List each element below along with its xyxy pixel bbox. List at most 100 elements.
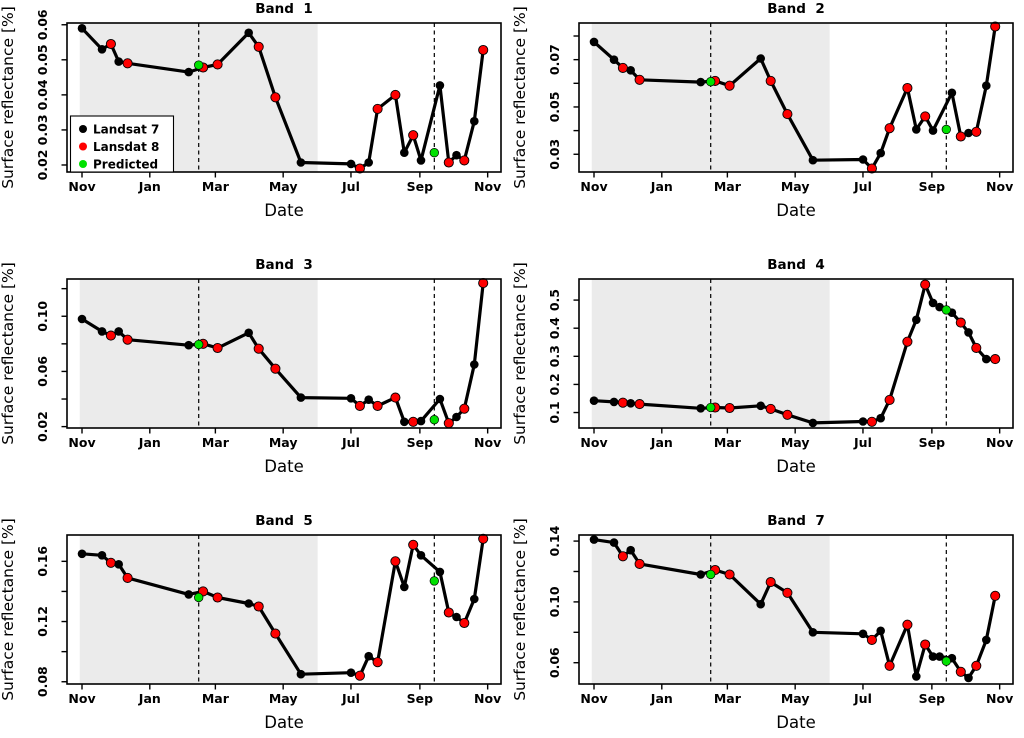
landsat8-data-point	[122, 334, 133, 345]
landsat7-data-point	[346, 668, 356, 677]
landsat8-data-point	[105, 38, 116, 50]
x-tick-label: Jan	[138, 435, 161, 450]
predicted-data-point	[706, 402, 716, 413]
chart-title: Band 4	[767, 257, 824, 273]
x-tick-label: Mar	[714, 179, 742, 194]
landsat8-data-point	[478, 44, 489, 56]
x-tick-label: Nov	[986, 691, 1013, 706]
chart-title: Band 2	[767, 1, 824, 17]
y-tick-label: 0.06	[35, 9, 50, 40]
landsat7-data-point	[97, 327, 107, 336]
predicted-data-point	[194, 592, 204, 603]
x-tick-label: Jul	[853, 435, 872, 450]
landsat7-data-point	[589, 396, 599, 405]
x-tick-label: Jan	[650, 435, 673, 450]
x-tick-label: May	[269, 179, 298, 194]
landsat8-data-point	[634, 558, 645, 569]
x-axis-label: Date	[264, 201, 303, 220]
landsat7-data-point	[928, 298, 938, 308]
landsat8-data-point	[920, 639, 931, 650]
landsat7-data-point	[77, 314, 87, 324]
landsat7-data-point	[470, 594, 479, 604]
landsat7-data-point	[982, 81, 991, 90]
landsat8-data-point	[253, 41, 264, 52]
landsat8-data-point	[782, 587, 793, 598]
band-4-chart: Nov Jan Mar May Jul Sep Nov 0.1 0.2 0.3 0.4 0.5 Band…	[512, 257, 1014, 476]
landsat7-data-point	[435, 81, 445, 90]
x-axis-label: Date	[264, 713, 303, 732]
x-tick-label: Mar	[202, 691, 230, 706]
x-tick-label: Jul	[853, 179, 872, 194]
landsat7-data-point	[114, 560, 123, 569]
y-tick-label: 0.03	[547, 139, 562, 170]
landsat8-data-point	[212, 592, 223, 603]
landsat7-data-point	[876, 413, 885, 423]
landsat8-data-point	[478, 278, 489, 289]
legend-item-label: Landsat 7	[93, 123, 159, 137]
band-1-chart: Nov Jan Mar May Jul Sep Nov 0.02 0.03 0.04 0.05 0.0…	[0, 1, 502, 220]
landsat8-data-point	[866, 416, 877, 427]
landsat8-data-point	[634, 399, 645, 410]
landsat8-data-point	[390, 89, 401, 100]
landsat7-data-point	[416, 156, 426, 165]
landsat8-data-point	[971, 660, 982, 671]
y-tick-label: 0.02	[35, 150, 50, 181]
y-tick-label: 0.04	[35, 79, 50, 110]
landsat8-data-point	[372, 103, 383, 114]
landsat7-data-point	[912, 672, 921, 681]
landsat8-data-point	[866, 163, 877, 174]
landsat7-data-point	[346, 394, 356, 403]
landsat7-data-point	[982, 354, 991, 364]
landsat8-data-point	[902, 82, 913, 94]
landsat8-data-point	[459, 617, 470, 629]
legend-item-label: Lansdat 8	[93, 140, 159, 154]
y-tick-label: 0.14	[547, 525, 562, 556]
landsat7-data-point	[400, 582, 409, 592]
landsat7-data-point	[346, 159, 356, 169]
landsat8-data-point	[212, 59, 223, 70]
landsat7-data-point	[808, 628, 818, 637]
landsat7-data-point	[696, 570, 705, 579]
landsat7-data-point	[928, 126, 938, 135]
series-line	[592, 24, 997, 171]
landsat7-data-point	[912, 315, 921, 325]
landsat7-data-point	[114, 57, 123, 66]
landsat8-data-point	[617, 397, 628, 408]
x-tick-label: Mar	[714, 691, 742, 706]
x-tick-label: Nov	[580, 179, 607, 194]
landsat8-data-point	[270, 92, 281, 103]
x-tick-label: Jan	[650, 691, 673, 706]
landsat8-data-point	[884, 123, 895, 134]
landsat8-data-point	[408, 539, 419, 550]
landsat7-data-point	[626, 399, 635, 408]
plot-box	[66, 278, 502, 429]
landsat8-data-point	[782, 109, 793, 120]
x-tick-label: Nov	[580, 435, 607, 450]
landsat8-data-point	[270, 628, 281, 639]
predicted-data-point	[706, 77, 716, 87]
y-tick-label: 0.2	[547, 373, 562, 395]
y-tick-label: 0.4	[547, 317, 562, 339]
landsat7-data-point	[184, 340, 193, 350]
landsat7-data-point	[696, 404, 705, 413]
y-tick-label: 0.06	[547, 647, 562, 678]
x-tick-label: Jul	[341, 179, 360, 194]
band-5-chart: Nov Jan Mar May Jul Sep Nov 0.08 0.12 0.16 Band 5 D…	[0, 513, 502, 732]
landsat7-data-point	[696, 77, 705, 87]
landsat8-data-point	[884, 660, 895, 671]
x-tick-label: Sep	[407, 691, 433, 706]
x-tick-label: May	[781, 179, 810, 194]
shade-region	[591, 23, 830, 172]
y-axis-label: Surface reflectance [%]	[512, 262, 529, 445]
x-tick-label: May	[781, 691, 810, 706]
band-3-chart: Nov Jan Mar May Jul Sep Nov 0.02 0.06 0.10 Band 3 D…	[0, 257, 502, 476]
landsat8-data-point	[253, 601, 264, 612]
landsat8-data-point	[617, 62, 628, 73]
landsat7-data-point	[296, 669, 306, 679]
landsat8-data-point	[443, 157, 454, 168]
predicted-data-point	[194, 339, 204, 350]
y-tick-label: 0.16	[35, 546, 50, 577]
landsat8-data-point	[920, 111, 931, 122]
landsat7-data-point	[435, 567, 445, 577]
landsat7-data-point	[626, 66, 635, 75]
